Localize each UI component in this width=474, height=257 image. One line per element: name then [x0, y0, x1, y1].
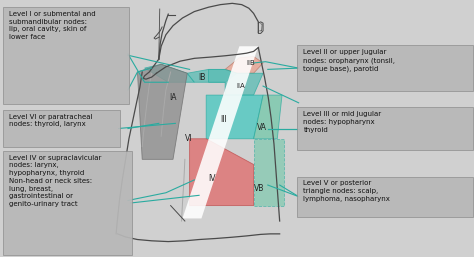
Polygon shape [190, 139, 254, 206]
Text: IV: IV [209, 174, 216, 183]
Text: IIB: IIB [246, 60, 255, 66]
Polygon shape [254, 95, 282, 139]
Polygon shape [254, 139, 284, 206]
Polygon shape [145, 64, 194, 82]
Text: IB: IB [198, 72, 205, 82]
FancyBboxPatch shape [3, 7, 129, 104]
Polygon shape [137, 64, 187, 159]
FancyBboxPatch shape [3, 151, 132, 255]
Text: Level I or submental and
submandibular nodes:
lip, oral cavity, skin of
lower fa: Level I or submental and submandibular n… [9, 11, 96, 40]
FancyBboxPatch shape [3, 110, 120, 147]
Text: Level III or mid jugular
nodes: hypopharynx
thyroid: Level III or mid jugular nodes: hypophar… [303, 111, 382, 133]
Polygon shape [206, 95, 263, 139]
Polygon shape [187, 69, 237, 82]
FancyBboxPatch shape [297, 45, 473, 91]
Text: Level VI or paratracheal
nodes: thyroid, larynx: Level VI or paratracheal nodes: thyroid,… [9, 114, 93, 127]
Text: VI: VI [185, 134, 192, 143]
Polygon shape [225, 57, 263, 73]
FancyBboxPatch shape [297, 177, 473, 217]
Text: III: III [220, 115, 227, 124]
FancyBboxPatch shape [297, 107, 473, 150]
Text: VA: VA [257, 123, 267, 132]
Text: Level II or upper jugular
nodes: oropharynx (tonsil,
tongue base), parotid: Level II or upper jugular nodes: orophar… [303, 49, 395, 72]
Polygon shape [209, 69, 263, 95]
Text: VB: VB [254, 184, 264, 194]
Text: IIA: IIA [237, 83, 245, 89]
Polygon shape [182, 46, 258, 218]
Text: Level V or posterior
triangle nodes: scalp,
lymphoma, nasopharynx: Level V or posterior triangle nodes: sca… [303, 180, 390, 202]
Text: Level IV or supraclavicular
nodes: larynx,
hypopharynx, thyroid
Non-head or neck: Level IV or supraclavicular nodes: laryn… [9, 155, 102, 207]
Text: IA: IA [169, 93, 177, 102]
